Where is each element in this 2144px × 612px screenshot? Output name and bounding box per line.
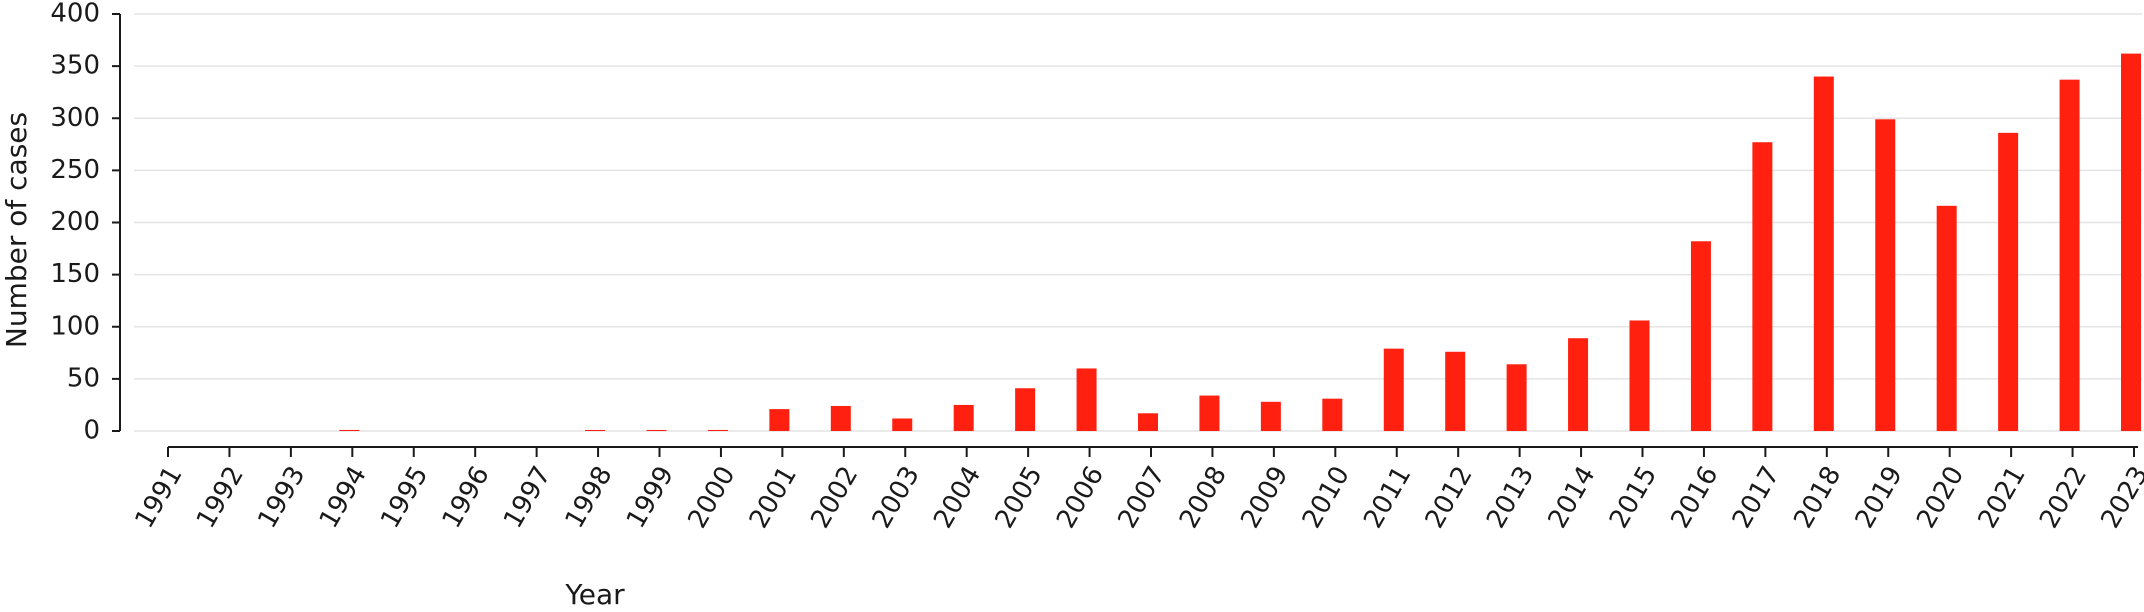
- bar: [1445, 351, 1466, 431]
- x-tick-label: 1998: [560, 461, 619, 533]
- bar: [1076, 368, 1097, 431]
- x-tick-label: 2018: [1788, 461, 1847, 533]
- bar: [953, 404, 974, 431]
- bar: [1322, 398, 1343, 431]
- bar: [1383, 348, 1404, 431]
- y-tick-label: 300: [50, 103, 100, 133]
- x-tick-label: 2023: [2095, 461, 2144, 533]
- bar: [646, 429, 667, 431]
- bar: [339, 429, 360, 431]
- x-tick-label: 1994: [314, 461, 373, 533]
- bar: [1813, 76, 1834, 432]
- x-tick-label: 2001: [744, 461, 803, 533]
- x-tick-label: 2015: [1604, 461, 1663, 533]
- bar: [1260, 401, 1281, 431]
- bar: [1936, 205, 1957, 431]
- x-tick-label: 2019: [1850, 461, 1909, 533]
- x-tick-label: 1995: [375, 461, 434, 533]
- x-tick-label: 2008: [1174, 461, 1233, 533]
- bar: [2059, 79, 2080, 432]
- x-tick-label: 2016: [1665, 461, 1724, 533]
- x-axis-title: Year: [564, 578, 625, 611]
- y-tick-label: 0: [83, 416, 100, 446]
- x-tick-label: 1993: [252, 461, 311, 533]
- x-tick-label: 2003: [867, 461, 926, 533]
- bar: [892, 418, 913, 431]
- bar: [1998, 132, 2019, 431]
- x-tick-label: 1991: [129, 461, 188, 533]
- bar: [1015, 388, 1036, 431]
- y-axis-title: Number of cases: [0, 112, 33, 348]
- y-tick-label: 250: [50, 155, 100, 185]
- x-tick-label: 2006: [1051, 461, 1110, 533]
- x-tick-label: 2000: [682, 461, 741, 533]
- bar: [1506, 364, 1527, 431]
- bar: [585, 429, 606, 431]
- x-tick-label: 1992: [191, 461, 250, 533]
- x-tick-label: 1996: [437, 461, 496, 533]
- bar: [707, 429, 728, 431]
- bar: [2121, 53, 2141, 432]
- bar: [1568, 338, 1589, 431]
- y-tick-label: 100: [50, 311, 100, 341]
- x-tick-label: 2009: [1235, 461, 1294, 533]
- bar: [1199, 395, 1220, 431]
- y-tick-label: 350: [50, 51, 100, 81]
- bar: [1875, 119, 1896, 431]
- x-tick-label: 2014: [1543, 461, 1602, 533]
- bar: [1690, 241, 1711, 431]
- x-tick-label: 2005: [990, 461, 1049, 533]
- x-tick-label: 2007: [1112, 461, 1171, 533]
- x-tick-label: 1997: [498, 461, 557, 533]
- x-tick-label: 2021: [1973, 461, 2032, 533]
- x-tick-label: 1999: [621, 461, 680, 533]
- x-tick-label: 2010: [1297, 461, 1356, 533]
- bar: [830, 405, 851, 431]
- x-tick-label: 2011: [1358, 461, 1417, 533]
- x-tick-label: 2002: [805, 461, 864, 533]
- y-tick-label: 200: [50, 207, 100, 237]
- bar: [1138, 413, 1158, 431]
- x-tick-label: 2020: [1911, 461, 1970, 533]
- y-tick-label: 50: [67, 363, 100, 393]
- y-tick-label: 400: [50, 0, 100, 29]
- bar: [1629, 320, 1650, 431]
- x-tick-label: 2013: [1481, 461, 1540, 533]
- x-tick-label: 2022: [2034, 461, 2093, 533]
- bar: [1752, 142, 1773, 432]
- x-tick-label: 2004: [928, 461, 987, 533]
- bar: [769, 409, 790, 431]
- x-tick-label: 2012: [1420, 461, 1479, 533]
- y-tick-label: 150: [50, 259, 100, 289]
- x-tick-label: 2017: [1727, 461, 1786, 533]
